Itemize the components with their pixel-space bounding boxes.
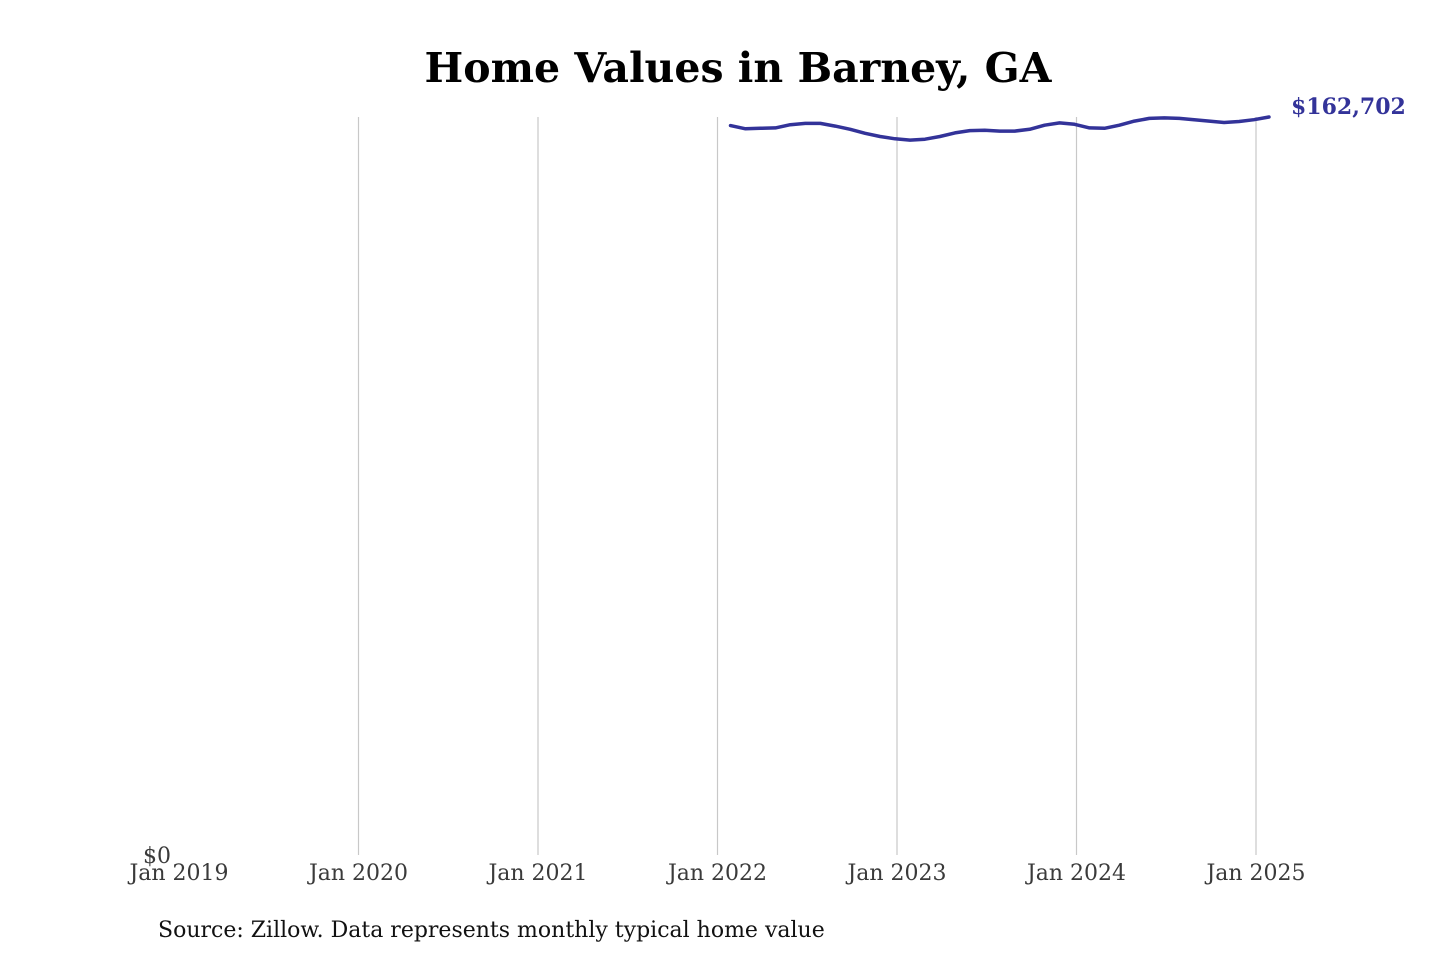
series-layer <box>728 115 1271 142</box>
x-tick-label: Jan 2024 <box>1025 861 1126 886</box>
data-point <box>1028 128 1031 131</box>
data-point <box>984 129 986 131</box>
data-point <box>879 135 881 138</box>
data-point <box>909 139 911 141</box>
data-point <box>1223 121 1225 124</box>
x-tick-label: Jan 2025 <box>1204 861 1305 886</box>
data-point <box>759 127 762 130</box>
end-value-label: $162,702 <box>1291 94 1406 120</box>
x-tick-label: Jan 2023 <box>845 861 946 886</box>
data-point <box>729 124 732 127</box>
data-point <box>1193 118 1195 121</box>
data-point <box>1088 127 1091 129</box>
y-tick-label: $0 <box>143 844 171 869</box>
grid-lines <box>357 117 1257 855</box>
data-point <box>1133 120 1136 122</box>
source-note: Source: Zillow. Data represents monthly … <box>158 918 825 943</box>
data-point <box>1073 123 1076 126</box>
x-tick-label: Jan 2022 <box>666 861 767 886</box>
data-point <box>969 129 971 132</box>
x-tick-label: Jan 2019 <box>127 861 228 886</box>
data-point <box>1208 120 1210 122</box>
data-point <box>1058 122 1061 124</box>
data-point <box>939 135 941 138</box>
data-point <box>999 130 1001 132</box>
data-point <box>1103 127 1106 130</box>
data-point <box>894 138 896 140</box>
data-point <box>954 132 956 134</box>
tick-labels: Jan 2019 Jan 2020 Jan 2021 Jan 2022 Jan 2023… <box>127 94 1405 886</box>
data-point <box>774 127 777 129</box>
chart-title: Home Values in Barney, GA <box>424 44 1052 92</box>
data-point <box>1178 117 1181 120</box>
data-point <box>1238 120 1240 123</box>
series-line <box>728 115 1271 142</box>
data-point <box>1163 117 1166 119</box>
data-point <box>864 132 866 135</box>
data-point <box>1148 117 1151 120</box>
data-point <box>804 122 807 125</box>
data-point <box>1268 116 1270 118</box>
data-point <box>789 123 792 126</box>
data-point <box>1118 124 1121 126</box>
x-tick-label: Jan 2021 <box>486 861 587 886</box>
data-point <box>924 138 926 140</box>
data-point <box>819 122 822 125</box>
data-point <box>1013 130 1016 132</box>
data-point <box>744 128 747 130</box>
x-tick-label: Jan 2020 <box>307 861 408 886</box>
data-point <box>1253 118 1255 121</box>
data-point <box>849 128 851 131</box>
data-point <box>1043 124 1046 126</box>
data-point <box>834 125 836 127</box>
